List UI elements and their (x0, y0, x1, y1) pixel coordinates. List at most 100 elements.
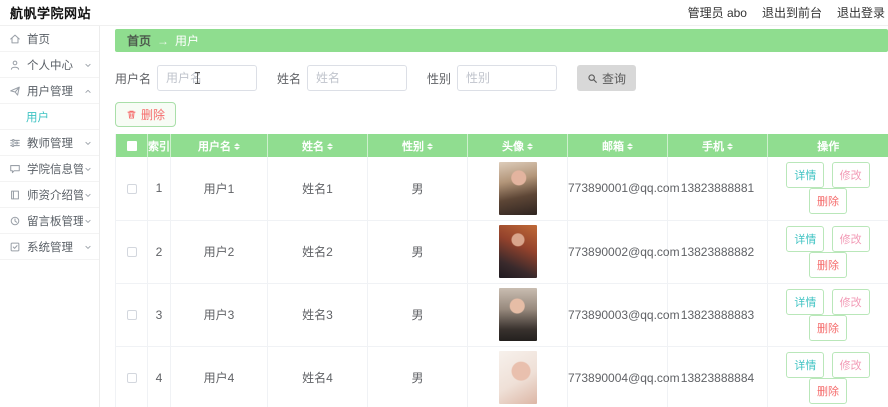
search-icon (588, 73, 597, 83)
avatar-image (498, 161, 537, 215)
topbar-links: 管理员 abo 退出到前台 退出登录 (688, 4, 888, 21)
chevron-down-icon (83, 216, 93, 226)
sidebar-item-personal-center[interactable]: 个人中心 (0, 52, 99, 78)
sort-caret-icon[interactable] (727, 140, 733, 153)
exit-to-front-link[interactable]: 退出到前台 (761, 6, 822, 20)
sidebar-item-label: 教师管理 (27, 137, 73, 150)
avatar-image (498, 288, 537, 341)
header-avatar[interactable]: 头像 (467, 134, 568, 157)
sidebar-item-faculty-intro-management[interactable]: 师资介绍管理 (0, 182, 99, 208)
header-email[interactable]: 邮箱 (567, 134, 668, 157)
header-select-all[interactable] (115, 134, 148, 157)
send-icon (9, 85, 21, 97)
users-table: 索引 用户名 姓名 性别 头像 邮箱 手机 操作 1 用户1 姓名1 男 (115, 134, 888, 407)
select-all-checkbox[interactable] (126, 140, 137, 151)
edit-button[interactable]: 修改 (831, 288, 870, 315)
sidebar-item-label: 首页 (27, 33, 50, 46)
cell-phone: 13823888884 (667, 346, 768, 407)
header-name[interactable]: 姓名 (267, 134, 368, 157)
row-checkbox[interactable] (126, 184, 137, 195)
header-username[interactable]: 用户名 (170, 134, 268, 157)
sliders-icon (9, 137, 21, 149)
home-icon (9, 33, 21, 45)
sidebar-item-system-management[interactable]: 系统管理 (0, 234, 99, 260)
username-input[interactable] (157, 65, 258, 91)
cell-name: 姓名1 (267, 157, 368, 221)
name-input[interactable] (307, 65, 408, 91)
row-checkbox[interactable] (126, 373, 137, 384)
search-form: 用户名 姓名 性别 查询 (115, 65, 888, 91)
user-icon (9, 59, 21, 71)
chevron-down-icon (83, 164, 93, 174)
sidebar-item-college-info-management[interactable]: 学院信息管理 (0, 156, 99, 182)
cell-email: 773890002@qq.com (567, 220, 680, 284)
edit-button[interactable]: 修改 (831, 351, 870, 378)
cell-email: 773890003@qq.com (567, 283, 680, 347)
delete-button[interactable]: 删除 (809, 377, 847, 404)
cell-phone: 13823888882 (667, 220, 768, 284)
table-toolbar: 删除 (115, 102, 888, 127)
sidebar-item-user-management[interactable]: 用户管理 (0, 78, 99, 104)
detail-button[interactable]: 详情 (786, 288, 825, 315)
check-square-icon (9, 241, 21, 253)
breadcrumb-current: 用户 (175, 34, 200, 48)
cell-email: 773890001@qq.com (567, 157, 680, 221)
sidebar-subitem-users-active[interactable]: 用户 (0, 104, 99, 130)
header-phone[interactable]: 手机 (667, 134, 768, 157)
row-checkbox[interactable] (126, 310, 137, 321)
header-gender[interactable]: 性别 (367, 134, 468, 157)
cell-index: 2 (147, 220, 171, 284)
avatar-image (498, 225, 537, 278)
detail-button[interactable]: 详情 (786, 225, 825, 252)
chat-icon (9, 163, 21, 175)
cell-username: 用户3 (170, 283, 268, 347)
sidebar-item-label: 学院信息管理 (27, 163, 83, 176)
sort-caret-icon[interactable] (627, 140, 633, 153)
bulk-delete-button[interactable]: 删除 (115, 102, 177, 127)
table-row: 4 用户4 姓名4 男 773890004@qq.com 13823888884… (115, 346, 888, 407)
sidebar-item-message-board-management[interactable]: 留言板管理 (0, 208, 99, 234)
sort-caret-icon[interactable] (327, 140, 333, 153)
cell-phone: 13823888883 (667, 283, 768, 347)
delete-button[interactable]: 删除 (809, 314, 847, 341)
sidebar-item-teacher-management[interactable]: 教师管理 (0, 130, 99, 156)
sidebar-subitem-label: 用户 (26, 111, 49, 124)
breadcrumb-home[interactable]: 首页 (127, 34, 152, 48)
cell-index: 4 (147, 346, 171, 407)
gender-input[interactable] (457, 65, 558, 91)
book-icon (9, 189, 21, 201)
sidebar: 首页 个人中心 用户管理 用户 教师管理 学院信息管理 师资介绍管理 (0, 26, 100, 407)
sidebar-item-home[interactable]: 首页 (0, 26, 99, 52)
admin-username: 管理员 abo (687, 6, 747, 20)
edit-button[interactable]: 修改 (831, 162, 870, 189)
trash-icon (127, 110, 136, 119)
sidebar-item-label: 用户管理 (27, 85, 73, 98)
sidebar-item-label: 系统管理 (27, 241, 73, 254)
cell-index: 1 (147, 157, 171, 221)
cell-actions: 详情 修改 删除 (767, 157, 888, 221)
edit-button[interactable]: 修改 (831, 225, 870, 252)
delete-button[interactable]: 删除 (809, 251, 847, 278)
cell-gender: 男 (367, 346, 468, 407)
sort-caret-icon[interactable] (234, 140, 240, 153)
cell-username: 用户2 (170, 220, 268, 284)
chevron-down-icon (83, 60, 93, 70)
search-button[interactable]: 查询 (577, 65, 637, 91)
gender-label: 性别 (427, 71, 452, 86)
cell-phone: 13823888881 (667, 157, 768, 221)
sort-caret-icon[interactable] (527, 140, 533, 153)
username-label: 用户名 (115, 71, 152, 86)
header-actions: 操作 (767, 134, 888, 157)
detail-button[interactable]: 详情 (786, 162, 825, 189)
cell-name: 姓名3 (267, 283, 368, 347)
cell-username: 用户4 (170, 346, 268, 407)
delete-button[interactable]: 删除 (809, 188, 847, 215)
text-cursor-icon (195, 72, 201, 84)
chevron-down-icon (83, 242, 93, 252)
cell-name: 姓名4 (267, 346, 368, 407)
detail-button[interactable]: 详情 (786, 351, 825, 378)
row-checkbox[interactable] (126, 247, 137, 258)
logout-link[interactable]: 退出登录 (836, 6, 885, 20)
sort-caret-icon[interactable] (427, 140, 433, 153)
chevron-down-icon (83, 190, 93, 200)
